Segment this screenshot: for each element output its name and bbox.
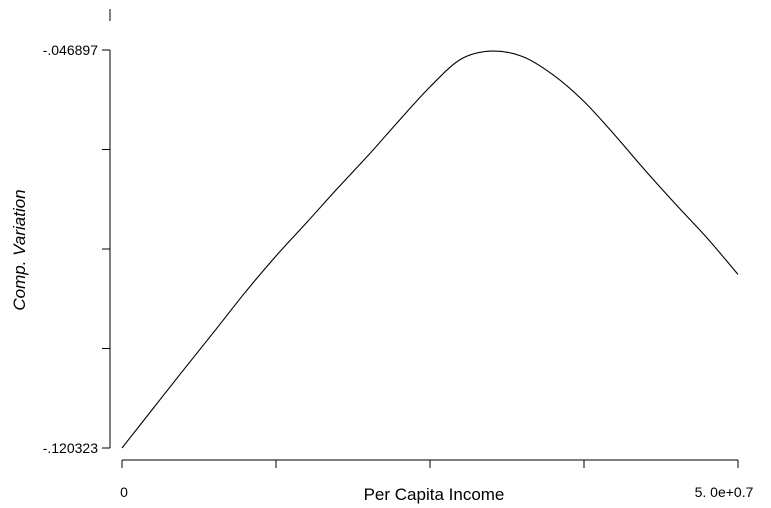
y-axis-title: Comp. Variation	[10, 189, 29, 310]
x-axis-ticks	[121, 460, 739, 468]
y-axis-ticks	[102, 49, 110, 449]
y-tick-label-bottom: -.120323	[43, 440, 98, 456]
series-line	[121, 50, 739, 449]
y-tick-label-top: -.046897	[43, 42, 98, 58]
x-tick-label-left: 0	[120, 484, 128, 500]
x-tick-label-right: 5. 0e+0.7	[695, 484, 754, 500]
x-axis-title: Per Capita Income	[364, 485, 505, 504]
